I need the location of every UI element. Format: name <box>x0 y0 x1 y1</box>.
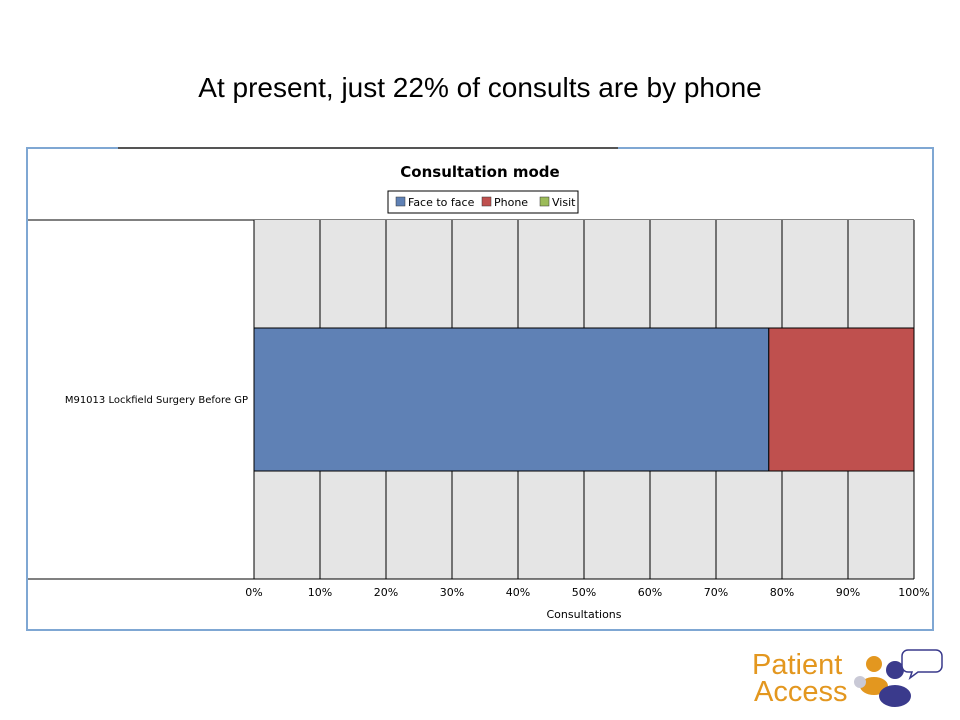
x-axis-ticks: 0% 10% 20% 30% 40% 50% 60% 70% 80% 90% 100% <box>245 586 929 599</box>
legend-label-visit: Visit <box>552 196 576 209</box>
x-tick-label: 40% <box>506 586 530 599</box>
legend-label-phone: Phone <box>494 196 528 209</box>
legend-swatch-visit <box>539 196 550 207</box>
legend-swatch-face-to-face <box>395 196 406 207</box>
x-tick-label: 20% <box>374 586 398 599</box>
chart-legend: Face to face Phone Visit <box>387 190 579 214</box>
x-tick-label: 100% <box>898 586 929 599</box>
category-label: M91013 Lockfield Surgery Before GP <box>65 395 248 406</box>
chart-title: Consultation mode <box>400 163 559 181</box>
frame-shadow-line <box>118 147 618 149</box>
legend-label-face-to-face: Face to face <box>408 196 475 209</box>
bar-segment-phone <box>768 327 915 472</box>
slide-title: At present, just 22% of consults are by … <box>198 72 762 103</box>
consultation-mode-chart: Consultation mode Face to face Phone Visit… <box>28 149 932 629</box>
plot-area <box>28 220 915 580</box>
people-speech-icon <box>854 649 943 707</box>
x-tick-label: 90% <box>836 586 860 599</box>
logo-line-2: Access <box>754 676 848 708</box>
x-tick-label: 10% <box>308 586 332 599</box>
x-tick-label: 80% <box>770 586 794 599</box>
legend-swatch-phone <box>481 196 492 207</box>
x-axis-title: Consultations <box>547 608 622 621</box>
x-tick-label: 30% <box>440 586 464 599</box>
x-tick-label: 50% <box>572 586 596 599</box>
x-tick-label: 60% <box>638 586 662 599</box>
chart-frame: Consultation mode Face to face Phone Visit… <box>26 147 934 631</box>
logo-wordmark: Patient Access <box>752 649 848 708</box>
logo-line-1: Patient <box>752 649 843 681</box>
bar-segment-face-to-face <box>253 327 770 472</box>
x-tick-label: 70% <box>704 586 728 599</box>
x-tick-label: 0% <box>245 586 262 599</box>
patient-access-logo: Patient Access <box>748 640 948 716</box>
